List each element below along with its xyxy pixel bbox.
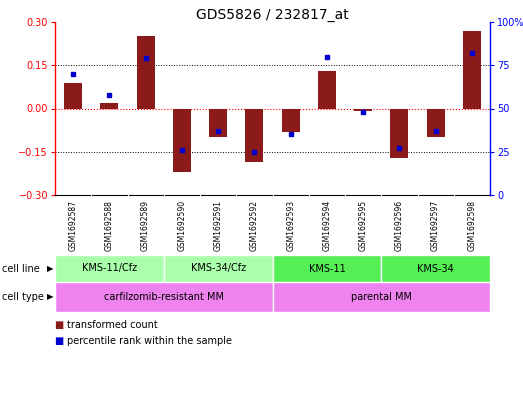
Text: ▶: ▶ — [47, 292, 53, 301]
Bar — [272, 255, 381, 282]
Bar — [164, 255, 272, 282]
Bar — [281, 108, 300, 132]
Text: parental MM: parental MM — [351, 292, 412, 302]
Text: GSM1692587: GSM1692587 — [69, 200, 77, 251]
Bar — [245, 108, 264, 162]
Bar — [173, 108, 191, 172]
Text: GSM1692588: GSM1692588 — [105, 200, 114, 251]
Text: GSM1692591: GSM1692591 — [213, 200, 223, 251]
Bar — [318, 71, 336, 108]
Text: transformed count: transformed count — [67, 320, 158, 330]
Bar — [137, 37, 155, 108]
Bar — [390, 108, 408, 158]
Text: GSM1692597: GSM1692597 — [431, 200, 440, 251]
Text: ■: ■ — [55, 320, 67, 330]
Text: percentile rank within the sample: percentile rank within the sample — [67, 336, 232, 346]
Bar — [64, 83, 82, 108]
Text: cell line: cell line — [2, 263, 40, 274]
Bar — [55, 282, 272, 312]
Text: GSM1692595: GSM1692595 — [359, 200, 368, 251]
Text: GSM1692594: GSM1692594 — [322, 200, 332, 251]
Text: GSM1692590: GSM1692590 — [177, 200, 186, 251]
Text: ■: ■ — [55, 336, 67, 346]
Text: cell type: cell type — [2, 292, 44, 302]
Text: GSM1692589: GSM1692589 — [141, 200, 150, 251]
Bar — [55, 255, 164, 282]
Bar — [427, 108, 445, 137]
Bar — [381, 255, 490, 282]
Bar — [100, 103, 118, 108]
Text: GSM1692592: GSM1692592 — [250, 200, 259, 251]
Text: KMS-34: KMS-34 — [417, 263, 454, 274]
Text: KMS-11: KMS-11 — [309, 263, 345, 274]
Text: GDS5826 / 232817_at: GDS5826 / 232817_at — [196, 8, 349, 22]
Text: GSM1692598: GSM1692598 — [468, 200, 476, 251]
Text: GSM1692593: GSM1692593 — [286, 200, 295, 251]
Text: ▶: ▶ — [47, 264, 53, 273]
Bar — [209, 108, 227, 137]
Bar — [463, 31, 481, 108]
Text: carfilzomib-resistant MM: carfilzomib-resistant MM — [104, 292, 224, 302]
Text: GSM1692596: GSM1692596 — [395, 200, 404, 251]
Text: KMS-11/Cfz: KMS-11/Cfz — [82, 263, 137, 274]
Text: KMS-34/Cfz: KMS-34/Cfz — [190, 263, 246, 274]
Bar — [354, 108, 372, 111]
Bar — [272, 282, 490, 312]
